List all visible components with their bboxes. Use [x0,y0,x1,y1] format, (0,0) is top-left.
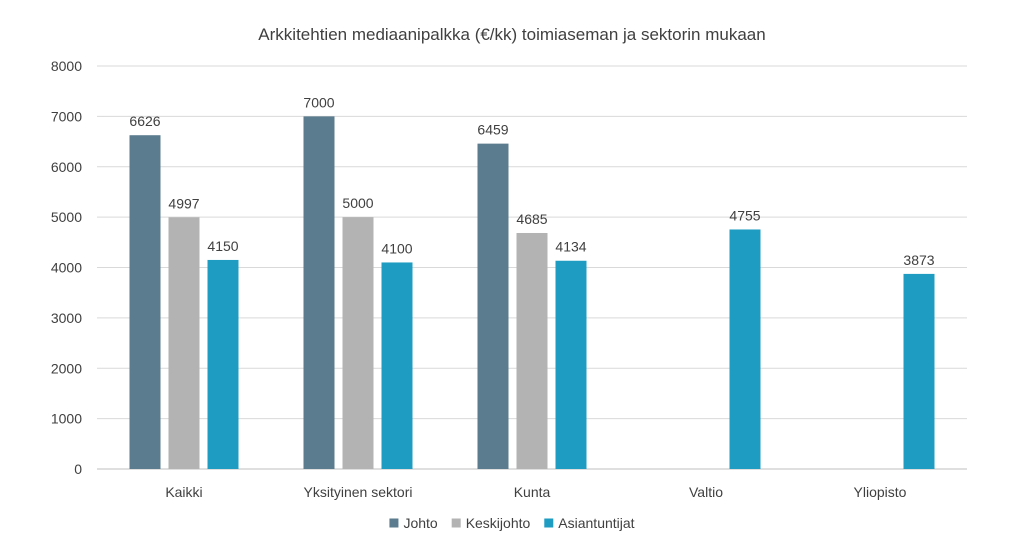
legend-label: Asiantuntijat [558,515,634,531]
x-tick-label: Kaikki [165,484,202,500]
y-tick-label: 0 [74,461,82,477]
x-tick-label: Valtio [689,484,723,500]
bar [129,135,161,469]
legend-item: Keskijohto [451,515,531,531]
bars [129,116,935,469]
data-label: 6459 [477,122,508,138]
y-tick-label: 2000 [51,360,82,376]
legend-item: Asiantuntijat [544,515,635,531]
y-tick-label: 7000 [51,108,82,124]
y-axis-tick-labels: 0 1000 2000 3000 4000 5000 6000 7000 8000 [51,58,82,477]
y-tick-label: 6000 [51,159,82,175]
data-label: 7000 [303,94,334,110]
bar [303,116,335,469]
legend-swatch [389,518,399,528]
chart-title: Arkkitehtien mediaanipalkka (€/kk) toimi… [258,25,765,44]
data-label: 3873 [903,252,934,268]
legend-label: Keskijohto [466,515,531,531]
bar [381,262,413,469]
y-tick-label: 5000 [51,209,82,225]
x-tick-label: Yliopisto [854,484,907,500]
legend-item: Johto [389,515,438,531]
data-label: 4100 [381,240,412,256]
x-axis-tick-labels: Kaikki Yksityinen sektori Kunta Valtio Yliop… [165,484,906,500]
data-label: 4997 [168,195,199,211]
x-tick-label: Kunta [514,484,551,500]
y-tick-label: 8000 [51,58,82,74]
data-label: 4685 [516,211,547,227]
y-tick-label: 4000 [51,260,82,276]
data-label: 6626 [129,113,160,129]
legend-label: Johto [403,515,437,531]
bar [729,229,761,469]
bar [555,260,587,469]
bar [168,217,200,469]
bar [516,232,548,469]
legend-swatch [451,518,461,528]
legend-swatch [544,518,554,528]
bar [477,143,509,469]
x-tick-label: Yksityinen sektori [304,484,413,500]
bar [342,217,374,469]
data-label: 4134 [555,239,586,255]
data-label: 5000 [342,195,373,211]
bar [207,259,239,469]
legend: Johto Keskijohto Asiantuntijat [389,515,635,531]
bar [903,273,935,469]
data-label: 4150 [207,238,238,254]
y-tick-label: 1000 [51,411,82,427]
data-label: 4755 [729,207,760,223]
data-labels: 6626 4997 4150 7000 5000 4100 6459 4685 4134 4755… [129,94,934,268]
y-tick-label: 3000 [51,310,82,326]
